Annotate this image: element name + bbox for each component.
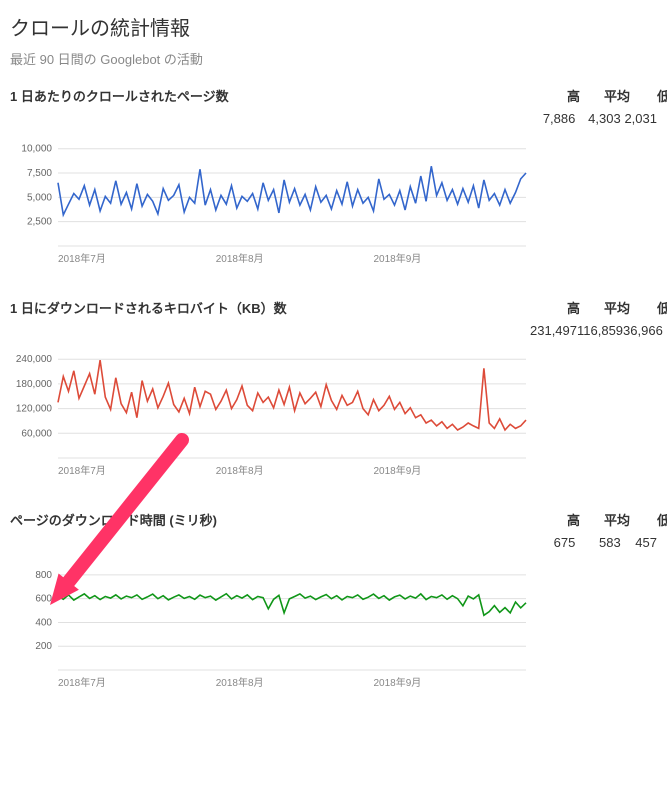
stats-headers: 高 平均 低 bbox=[530, 86, 667, 105]
svg-text:2018年9月: 2018年9月 bbox=[374, 464, 422, 476]
stats-headers: 高 平均 低 bbox=[530, 298, 667, 317]
chart-title-pages-per-day: 1 日あたりのクロールされたページ数 bbox=[10, 86, 530, 105]
section-download-time: ページのダウンロード時間 (ミリ秒) 高 平均 低 675 583 457 20… bbox=[10, 510, 657, 688]
chart-pages-per-day-svg: 2,500 5,000 7,500 10,000 2018年7月 2018年8月 2018年… bbox=[10, 134, 530, 264]
stat-high-pages-per-day: 7,886 bbox=[530, 111, 575, 126]
stat-high-kb-per-day: 231,497 bbox=[530, 323, 577, 338]
svg-text:2018年9月: 2018年9月 bbox=[374, 252, 422, 264]
svg-text:2018年7月: 2018年7月 bbox=[58, 676, 106, 688]
stat-header-low: 低 bbox=[630, 86, 667, 105]
stat-avg-pages-per-day: 4,303 bbox=[575, 111, 620, 126]
chart-title-kb-per-day: 1 日にダウンロードされるキロバイト（KB）数 bbox=[10, 298, 530, 317]
svg-text:400: 400 bbox=[35, 617, 52, 628]
svg-text:2018年9月: 2018年9月 bbox=[374, 676, 422, 688]
stat-low-download-time: 457 bbox=[621, 535, 657, 550]
stat-header-low: 低 bbox=[630, 298, 667, 317]
stat-low-pages-per-day: 2,031 bbox=[621, 111, 657, 126]
svg-text:5,000: 5,000 bbox=[27, 192, 52, 203]
svg-text:2018年8月: 2018年8月 bbox=[216, 464, 264, 476]
stat-header-high: 高 bbox=[530, 86, 580, 105]
svg-text:240,000: 240,000 bbox=[16, 354, 53, 365]
chart-download-time-svg: 200 400 600 800 2018年7月 2018年8月 2018年9月 bbox=[10, 558, 530, 688]
section-pages-per-day: 1 日あたりのクロールされたページ数 高 平均 低 7,886 4,303 2,… bbox=[10, 86, 657, 264]
svg-text:2,500: 2,500 bbox=[27, 217, 52, 228]
stat-header-high: 高 bbox=[530, 510, 580, 529]
svg-text:180,000: 180,000 bbox=[16, 379, 53, 390]
stat-avg-download-time: 583 bbox=[575, 535, 620, 550]
svg-text:60,000: 60,000 bbox=[21, 428, 52, 439]
chart-kb-per-day-svg: 60,000 120,000 180,000 240,000 2018年7月 2018年8… bbox=[10, 346, 530, 476]
svg-text:600: 600 bbox=[35, 594, 52, 605]
chart-wrap-kb-per-day: 60,000 120,000 180,000 240,000 2018年7月 2018年8… bbox=[10, 346, 530, 476]
stat-header-avg: 平均 bbox=[580, 86, 630, 105]
svg-text:2018年7月: 2018年7月 bbox=[58, 252, 106, 264]
page-title: クロールの統計情報 bbox=[10, 12, 657, 41]
stat-header-avg: 平均 bbox=[580, 510, 630, 529]
svg-text:120,000: 120,000 bbox=[16, 404, 53, 415]
chart-title-download-time: ページのダウンロード時間 (ミリ秒) bbox=[10, 510, 530, 529]
stat-header-avg: 平均 bbox=[580, 298, 630, 317]
chart-wrap-download-time: 200 400 600 800 2018年7月 2018年8月 2018年9月 bbox=[10, 558, 530, 688]
svg-text:200: 200 bbox=[35, 641, 52, 652]
stat-header-high: 高 bbox=[530, 298, 580, 317]
svg-text:2018年7月: 2018年7月 bbox=[58, 464, 106, 476]
svg-text:2018年8月: 2018年8月 bbox=[216, 676, 264, 688]
svg-text:800: 800 bbox=[35, 570, 52, 581]
stat-header-low: 低 bbox=[630, 510, 667, 529]
stat-high-download-time: 675 bbox=[530, 535, 575, 550]
stat-low-kb-per-day: 36,966 bbox=[623, 323, 663, 338]
section-kb-per-day: 1 日にダウンロードされるキロバイト（KB）数 高 平均 低 231,497 1… bbox=[10, 298, 657, 476]
stats-headers: 高 平均 低 bbox=[530, 510, 667, 529]
svg-text:2018年8月: 2018年8月 bbox=[216, 252, 264, 264]
stat-avg-kb-per-day: 116,859 bbox=[577, 323, 623, 338]
svg-text:10,000: 10,000 bbox=[21, 144, 52, 155]
chart-wrap-pages-per-day: 2,500 5,000 7,500 10,000 2018年7月 2018年8月 2018年… bbox=[10, 134, 530, 264]
page-subtitle: 最近 90 日間の Googlebot の活動 bbox=[10, 49, 657, 68]
svg-text:7,500: 7,500 bbox=[27, 168, 52, 179]
